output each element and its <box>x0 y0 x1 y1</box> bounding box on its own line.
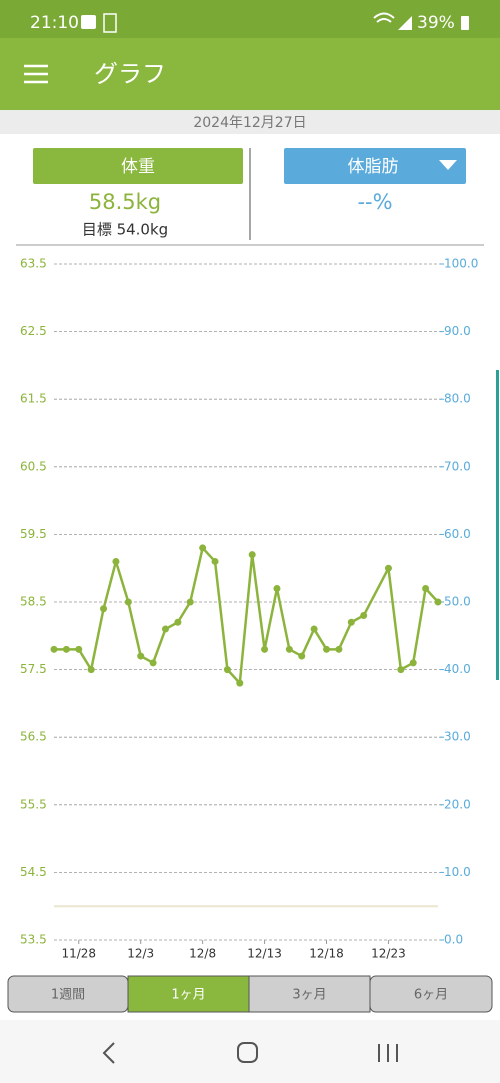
data-point <box>347 618 355 626</box>
y2-tick-label: 50.0 <box>444 595 471 609</box>
y-tick-label: 62.5 <box>20 324 47 338</box>
battery-text: 39% <box>417 13 455 33</box>
y-tick-label: 63.5 <box>20 257 47 271</box>
date-bar <box>0 110 500 134</box>
range-tabs: 1週間 1ヶ月 3ヶ月 6ヶ月 <box>7 975 493 1013</box>
data-point <box>310 625 318 633</box>
data-point <box>434 598 442 606</box>
weight-value: 58.5kg <box>89 190 161 214</box>
y-tick-label: 54.5 <box>20 865 47 879</box>
x-tick-label: 12/18 <box>309 947 344 961</box>
data-point <box>62 645 70 653</box>
data-point <box>236 679 244 687</box>
y2-tick-label: 80.0 <box>444 392 471 406</box>
fat-button[interactable] <box>284 148 466 184</box>
date-text: 2024年12月27日 <box>193 115 306 131</box>
y2-tick-label: 60.0 <box>444 527 471 541</box>
data-point <box>298 652 306 660</box>
signal-icon <box>398 16 412 30</box>
fat-button-label: 体脂肪 <box>348 157 399 177</box>
y-tick-label: 61.5 <box>20 392 47 406</box>
x-tick-label: 12/23 <box>371 947 406 961</box>
data-point <box>100 605 108 613</box>
data-point <box>174 618 182 626</box>
recents-button[interactable] <box>378 1044 398 1062</box>
notification-icon <box>103 13 117 33</box>
y-tick-label: 60.5 <box>20 459 47 473</box>
data-point <box>211 557 219 565</box>
y-tick-label: 59.5 <box>20 527 47 541</box>
data-point <box>360 612 368 620</box>
wifi-icon <box>373 12 395 23</box>
range-tab-label: 3ヶ月 <box>292 988 326 1003</box>
gallery-icon <box>81 15 96 29</box>
home-button[interactable] <box>237 1042 258 1063</box>
y-tick-label: 57.5 <box>20 662 47 676</box>
data-point <box>273 584 281 592</box>
y2-tick-label: 30.0 <box>444 730 471 744</box>
range-tab[interactable] <box>248 975 371 1013</box>
data-point <box>75 645 83 653</box>
y2-tick-label: 0.0 <box>444 933 463 947</box>
app-title: グラフ <box>94 60 166 88</box>
x-tick-label: 12/3 <box>127 947 154 961</box>
data-point <box>149 659 157 667</box>
range-tab[interactable] <box>127 975 250 1013</box>
data-point <box>323 645 331 653</box>
chart: 53.5 54.5 55.5 56.5 57.5 58.5 59.5 60.5 61.5 62.5… <box>20 257 478 961</box>
y-tick-label: 56.5 <box>20 730 47 744</box>
data-point <box>397 666 405 674</box>
data-point <box>248 551 256 559</box>
range-tab-label: 1週間 <box>51 988 85 1003</box>
data-point <box>409 659 417 667</box>
dropdown-arrow[interactable] <box>439 160 457 170</box>
y2-tick-label: 40.0 <box>444 662 471 676</box>
weight-button-label: 体重 <box>121 157 155 177</box>
data-point <box>335 645 343 653</box>
x-tick-label: 12/13 <box>247 947 282 961</box>
data-point <box>384 564 392 572</box>
data-point <box>285 645 293 653</box>
weight-goal: 目標 54.0kg <box>82 221 168 239</box>
scroll-indicator <box>496 370 499 680</box>
data-point <box>112 557 120 565</box>
y2-tick-label: 100.0 <box>444 257 478 271</box>
y2-tick-label: 70.0 <box>444 459 471 473</box>
y-tick-label: 53.5 <box>20 933 47 947</box>
app-bar <box>0 38 500 110</box>
back-button[interactable] <box>102 1042 115 1064</box>
data-point <box>124 598 132 606</box>
x-tick-label: 11/28 <box>61 947 96 961</box>
data-point <box>161 625 169 633</box>
y2-tick-label: 10.0 <box>444 865 471 879</box>
range-tab[interactable] <box>369 975 493 1013</box>
status-time: 21:10 <box>30 13 79 33</box>
nav-bar <box>0 1020 500 1083</box>
fat-value: --% <box>357 190 392 214</box>
data-point <box>137 652 145 660</box>
data-point <box>87 666 95 674</box>
data-point <box>186 598 194 606</box>
data-point <box>422 584 430 592</box>
y2-tick-label: 20.0 <box>444 797 471 811</box>
y-tick-label: 55.5 <box>20 797 47 811</box>
data-point <box>261 645 269 653</box>
range-tab-label: 1ヶ月 <box>171 988 205 1003</box>
menu-button[interactable] <box>24 64 48 84</box>
y-tick-label: 58.5 <box>20 595 47 609</box>
data-point <box>223 666 231 674</box>
battery-icon <box>461 16 469 30</box>
weight-line <box>54 546 439 685</box>
data-point <box>50 645 58 653</box>
x-tick-label: 12/8 <box>189 947 216 961</box>
range-tab-label: 6ヶ月 <box>414 988 448 1003</box>
weight-button[interactable] <box>33 148 243 184</box>
y2-tick-label: 90.0 <box>444 324 471 338</box>
data-point <box>199 544 207 552</box>
